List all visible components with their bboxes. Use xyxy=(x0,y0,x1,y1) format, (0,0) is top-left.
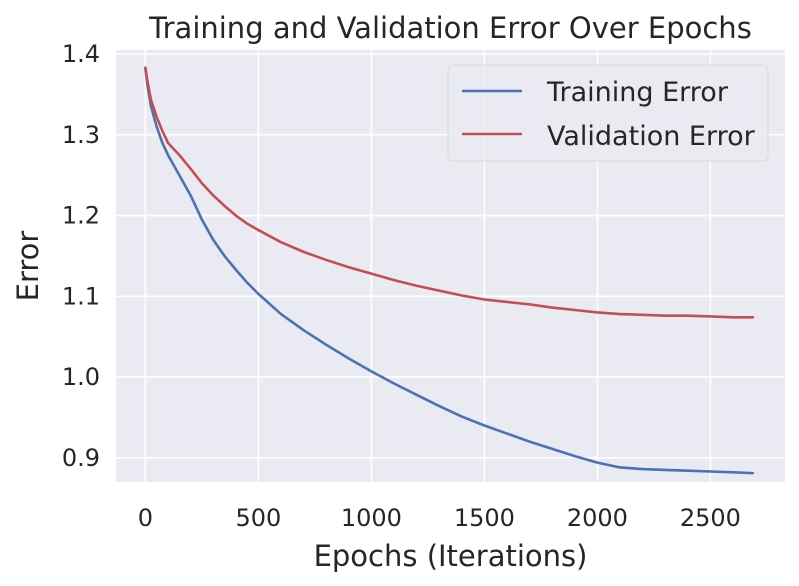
y-axis-label: Error xyxy=(11,231,45,302)
legend: Training Error Validation Error xyxy=(447,64,769,162)
legend-box xyxy=(447,64,769,162)
y-tick-label: 1.0 xyxy=(62,363,100,391)
x-tick-label: 2000 xyxy=(567,504,628,532)
tick-labels: 0 500 1000 1500 2000 2500 0.9 1.0 1.1 1.2 1.3 1.4 xyxy=(62,40,741,532)
x-tick-label: 1000 xyxy=(341,504,402,532)
y-tick-label: 1.1 xyxy=(62,282,100,310)
y-tick-label: 1.2 xyxy=(62,202,100,230)
x-tick-label: 500 xyxy=(235,504,281,532)
y-tick-label: 1.3 xyxy=(62,121,100,149)
validation-error-line xyxy=(144,66,755,319)
training-error-line xyxy=(144,66,755,475)
x-tick-label: 2500 xyxy=(680,504,741,532)
y-tick-label: 1.4 xyxy=(62,40,100,68)
legend-training-label: Training Error xyxy=(546,77,729,108)
x-axis-label: Epochs (Iterations) xyxy=(314,539,588,573)
legend-validation-label: Validation Error xyxy=(547,121,756,152)
series-lines xyxy=(144,66,755,475)
x-tick-label: 1500 xyxy=(454,504,515,532)
x-tick-label: 0 xyxy=(138,504,153,532)
y-tick-label: 0.9 xyxy=(62,444,100,472)
chart-title: Training and Validation Error Over Epoch… xyxy=(148,11,752,45)
